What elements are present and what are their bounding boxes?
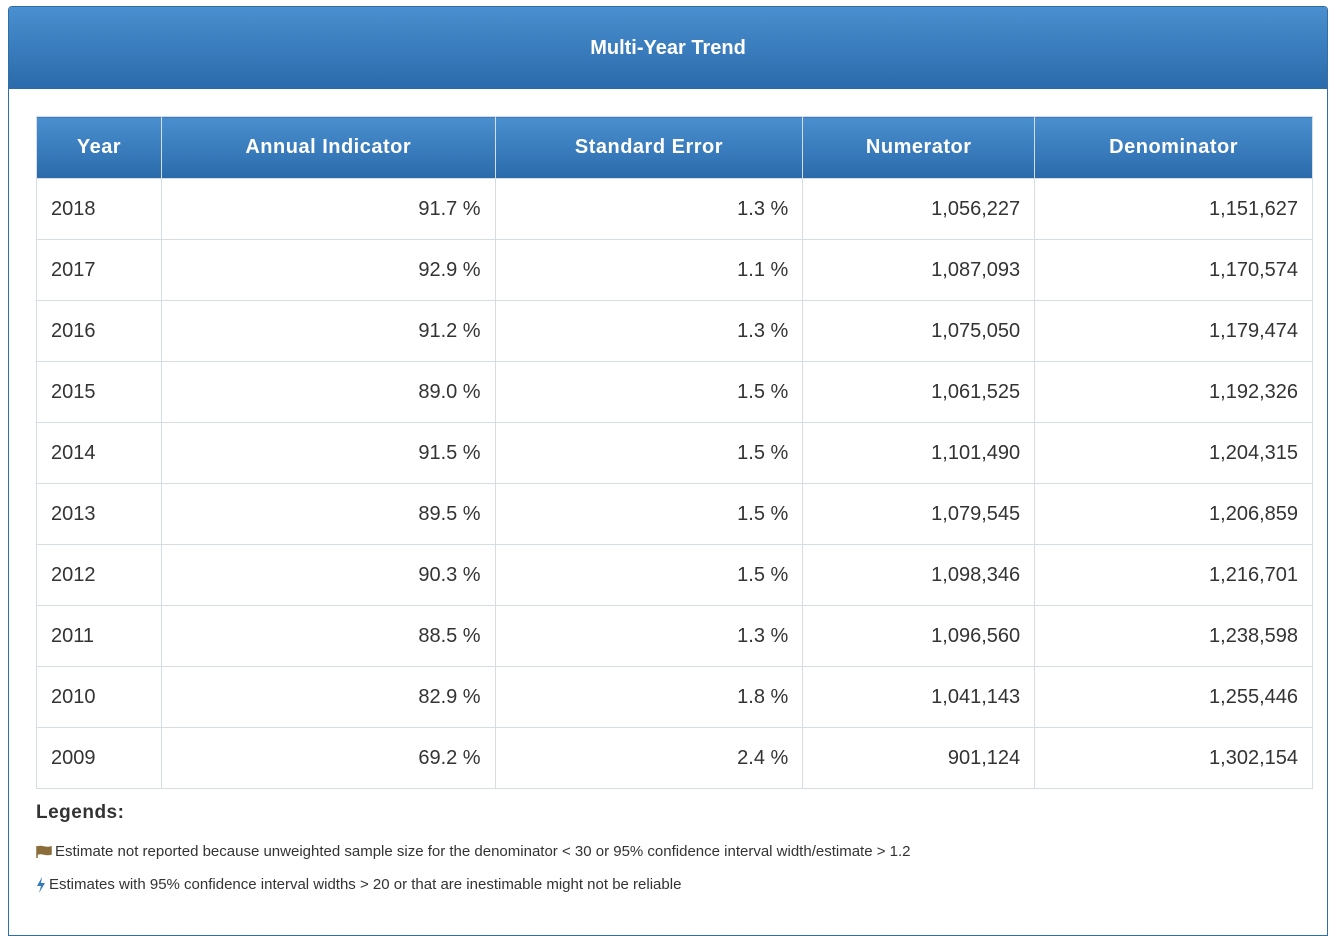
table-cell: 1,098,346 <box>802 544 1036 606</box>
table-row: 2016 91.2 % 1.3 % 1,075,050 1,179,474 <box>36 300 1313 362</box>
column-header: Annual Indicator <box>160 116 496 179</box>
legend-item: Estimate not reported because unweighted… <box>36 843 911 860</box>
table-cell: 1,206,859 <box>1034 483 1313 545</box>
table-cell: 2.4 % <box>494 727 804 789</box>
table-cell: 2012 <box>36 544 162 606</box>
panel: Multi-Year Trend Year Annual Indicator Sta… <box>8 6 1328 936</box>
table-cell: 1,255,446 <box>1034 666 1313 728</box>
table-row: 2014 91.5 % 1.5 % 1,101,490 1,204,315 <box>36 422 1313 484</box>
flag-icon <box>36 845 52 858</box>
table-cell: 2013 <box>36 483 162 545</box>
table-cell: 91.7 % <box>160 178 496 240</box>
table-cell: 1.5 % <box>494 483 804 545</box>
table-cell: 1.5 % <box>494 361 804 423</box>
table-cell: 1,061,525 <box>802 361 1036 423</box>
table-cell: 2015 <box>36 361 162 423</box>
table-cell: 1,041,143 <box>802 666 1036 728</box>
table-cell: 89.5 % <box>160 483 496 545</box>
table-cell: 91.5 % <box>160 422 496 484</box>
legend-item: Estimates with 95% confidence interval w… <box>36 876 681 893</box>
table-cell: 2009 <box>36 727 162 789</box>
table-cell: 1,087,093 <box>802 239 1036 301</box>
table-cell: 1,170,574 <box>1034 239 1313 301</box>
table-row: 2013 89.5 % 1.5 % 1,079,545 1,206,859 <box>36 483 1313 545</box>
table-cell: 2014 <box>36 422 162 484</box>
table-cell: 1.1 % <box>494 239 804 301</box>
table-cell: 2018 <box>36 178 162 240</box>
table-row: 2015 89.0 % 1.5 % 1,061,525 1,192,326 <box>36 361 1313 423</box>
legends-title: Legends: <box>36 802 125 823</box>
table-cell: 1,238,598 <box>1034 605 1313 667</box>
table-cell: 1.8 % <box>494 666 804 728</box>
table-row: 2018 91.7 % 1.3 % 1,056,227 1,151,627 <box>36 178 1313 240</box>
column-header: Year <box>36 116 162 179</box>
table-row: 2012 90.3 % 1.5 % 1,098,346 1,216,701 <box>36 544 1313 606</box>
table-cell: 1,101,490 <box>802 422 1036 484</box>
column-header: Denominator <box>1034 116 1313 179</box>
table-cell: 1,056,227 <box>802 178 1036 240</box>
table-cell: 1,204,315 <box>1034 422 1313 484</box>
table-cell: 1,079,545 <box>802 483 1036 545</box>
table-cell: 2017 <box>36 239 162 301</box>
table-cell: 1,302,154 <box>1034 727 1313 789</box>
table-row: 2010 82.9 % 1.8 % 1,041,143 1,255,446 <box>36 666 1313 728</box>
panel-title: Multi-Year Trend <box>9 7 1327 89</box>
table-cell: 1,179,474 <box>1034 300 1313 362</box>
table-cell: 90.3 % <box>160 544 496 606</box>
column-header: Numerator <box>802 116 1036 179</box>
table-cell: 1,151,627 <box>1034 178 1313 240</box>
table-cell: 89.0 % <box>160 361 496 423</box>
table-cell: 2016 <box>36 300 162 362</box>
table-cell: 2010 <box>36 666 162 728</box>
table-body: 2018 91.7 % 1.3 % 1,056,227 1,151,627 2017 92.… <box>36 178 1313 789</box>
table-cell: 1,192,326 <box>1034 361 1313 423</box>
table-row: 2017 92.9 % 1.1 % 1,087,093 1,170,574 <box>36 239 1313 301</box>
table-cell: 1.3 % <box>494 178 804 240</box>
table-cell: 1,075,050 <box>802 300 1036 362</box>
legend-text: Estimate not reported because unweighted… <box>55 843 911 860</box>
legend-text: Estimates with 95% confidence interval w… <box>49 876 682 893</box>
table-cell: 91.2 % <box>160 300 496 362</box>
table-cell: 88.5 % <box>160 605 496 667</box>
table-row: 2009 69.2 % 2.4 % 901,124 1,302,154 <box>36 727 1313 789</box>
table-cell: 1.5 % <box>494 544 804 606</box>
table-cell: 1.5 % <box>494 422 804 484</box>
table-cell: 1,096,560 <box>802 605 1036 667</box>
table-cell: 901,124 <box>802 727 1036 789</box>
column-header: Standard Error <box>494 116 804 179</box>
table-cell: 1.3 % <box>494 300 804 362</box>
table-cell: 69.2 % <box>160 727 496 789</box>
table-cell: 82.9 % <box>160 666 496 728</box>
bolt-icon <box>37 876 45 893</box>
table-cell: 1.3 % <box>494 605 804 667</box>
table-cell: 2011 <box>36 605 162 667</box>
table-row: 2011 88.5 % 1.3 % 1,096,560 1,238,598 <box>36 605 1313 667</box>
table-cell: 1,216,701 <box>1034 544 1313 606</box>
trend-table: Year Annual Indicator Standard Error Numera… <box>36 116 1313 789</box>
table-cell: 92.9 % <box>160 239 496 301</box>
header-row: Year Annual Indicator Standard Error Numera… <box>36 116 1313 179</box>
